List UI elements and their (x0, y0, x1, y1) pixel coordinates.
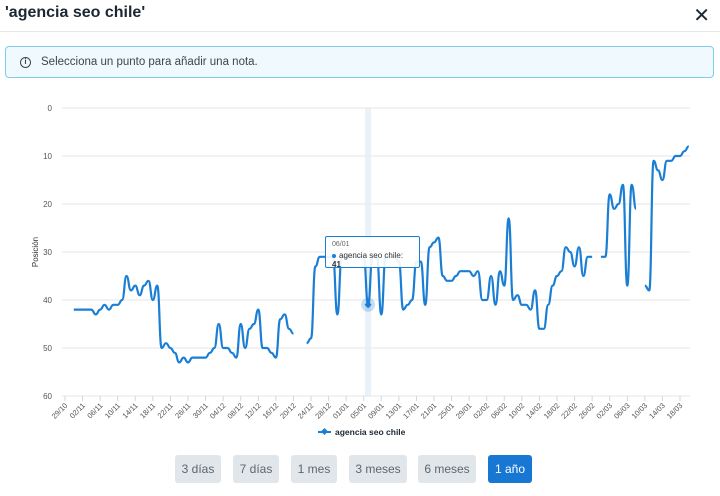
x-tick-label: 22/11 (156, 401, 175, 420)
tooltip-series-marker (332, 253, 336, 258)
x-tick-label: 20/12 (278, 401, 298, 421)
x-tick-label: 04/12 (208, 401, 228, 421)
x-tick-label: 06/03 (612, 401, 632, 421)
x-tick-label: 08/12 (225, 401, 245, 421)
x-tick-label: 14/03 (647, 401, 667, 421)
y-tick-label: 30 (43, 248, 52, 257)
x-tick-label: 02/03 (594, 401, 614, 421)
info-icon: i (20, 56, 31, 68)
range-1-month-button[interactable]: 1 mes (291, 455, 337, 483)
y-tick-label: 20 (43, 200, 52, 209)
x-tick-label: 02/02 (471, 401, 491, 421)
x-tick-label: 06/11 (85, 401, 104, 420)
series-line-segment (73, 274, 294, 364)
y-tick-label: 60 (43, 392, 52, 401)
y-tick-label: 0 (48, 104, 53, 113)
x-tick-label: 28/12 (313, 401, 333, 421)
legend-label: agencia seo chile (335, 427, 406, 437)
x-tick-label: 14/11 (120, 401, 139, 420)
x-tick-label: 06/02 (489, 401, 509, 421)
tooltip-date: 06/01 (332, 241, 350, 248)
info-banner: i Selecciona un punto para añadir una no… (5, 46, 714, 78)
x-tick-label: 01/01 (331, 401, 351, 421)
x-tick-label: 26/02 (577, 401, 597, 421)
x-tick-label: 05/01 (348, 401, 368, 421)
data-point-marker (364, 301, 372, 309)
x-tick-label: 30/11 (191, 401, 210, 420)
dialog-title: 'agencia seo chile' (5, 4, 146, 21)
range-6-months-button[interactable]: 6 meses (418, 455, 476, 483)
x-tick-label: 13/01 (384, 401, 404, 421)
range-7-days-button[interactable]: 7 días (233, 455, 279, 483)
range-1-year-button[interactable]: 1 año (488, 455, 532, 483)
series-line-segment (600, 183, 638, 287)
y-axis-label: Posición (31, 237, 40, 267)
divider (0, 31, 720, 32)
line-chart[interactable]: 0 10 20 30 40 50 60 Posición 29/1002/1106/1110/1… (0, 90, 720, 430)
x-tick-label: 22/02 (559, 401, 579, 421)
x-tick-label: 09/01 (366, 401, 386, 421)
x-tick-label: 29/01 (454, 401, 474, 421)
series-line-segment (644, 145, 690, 292)
x-tick-label: 02/11 (68, 401, 87, 420)
tooltip-series: agencia seo chile: (339, 251, 404, 260)
x-tick-label: 26/11 (173, 401, 192, 420)
x-tick-label: 29/10 (50, 401, 70, 421)
legend-swatch (318, 431, 331, 433)
x-tick-label: 16/12 (261, 401, 281, 421)
x-tick-label: 25/01 (436, 401, 456, 421)
x-tick-label: 24/12 (296, 401, 316, 421)
info-text: Selecciona un punto para añadir una nota… (41, 56, 258, 68)
x-tick-label: 14/02 (524, 401, 544, 421)
x-tick-label: 18/03 (665, 401, 685, 421)
tooltip-value: 41 (332, 260, 341, 269)
x-tick-label: 10/02 (507, 401, 527, 421)
x-tick-label: 17/01 (401, 401, 421, 421)
x-tick-label: 10/03 (630, 401, 650, 421)
legend-item[interactable]: agencia seo chile (318, 427, 405, 437)
x-tick-label: 21/01 (419, 401, 439, 421)
y-tick-label: 40 (43, 296, 52, 305)
tooltip: 06/01 agencia seo chile: 41 (325, 236, 420, 269)
x-tick-label: 18/11 (138, 401, 157, 420)
range-3-days-button[interactable]: 3 días (175, 455, 221, 483)
close-icon[interactable]: ✕ (693, 5, 710, 27)
y-tick-label: 50 (43, 344, 52, 353)
y-tick-label: 10 (43, 152, 52, 161)
x-tick-label: 12/12 (243, 401, 263, 421)
x-tick-label: 10/11 (103, 401, 122, 420)
x-tick-label: 18/02 (542, 401, 562, 421)
range-3-months-button[interactable]: 3 meses (349, 455, 407, 483)
